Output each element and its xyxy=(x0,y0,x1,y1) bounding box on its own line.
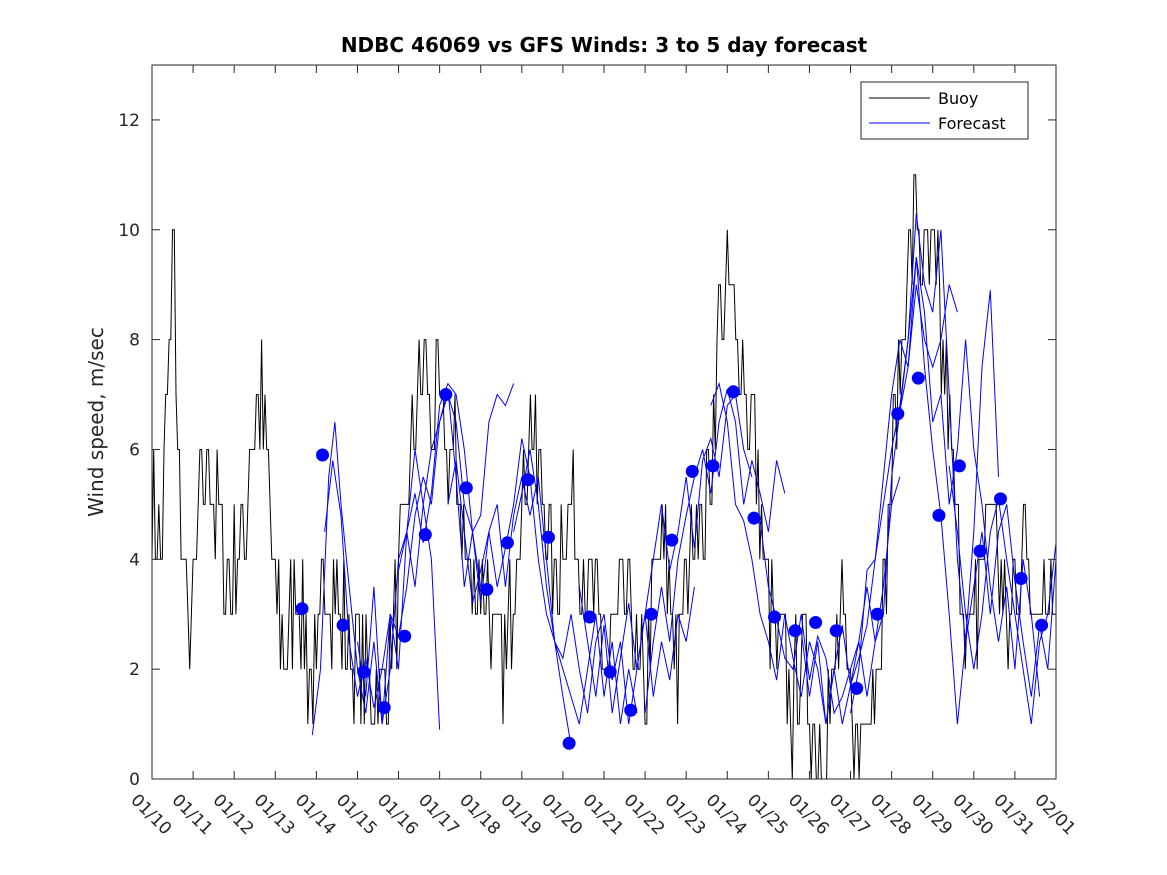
plot-area xyxy=(152,65,1056,779)
forecast-point xyxy=(418,528,432,542)
forecast-point xyxy=(542,530,555,544)
forecast-point xyxy=(747,511,761,525)
forecast-point xyxy=(829,624,843,638)
legend-box xyxy=(860,81,1029,140)
y-tick-label: 0 xyxy=(129,770,140,790)
y-axis-label: Wind speed, m/sec xyxy=(84,327,108,517)
forecast-series xyxy=(899,257,1056,725)
forecast-point xyxy=(973,544,987,558)
forecast-points-layer xyxy=(295,371,1049,750)
forecast-point xyxy=(603,665,617,679)
forecast-point xyxy=(891,407,905,421)
forecast-point xyxy=(911,371,925,385)
y-tick-label: 12 xyxy=(118,111,140,131)
forecast-point xyxy=(521,473,535,487)
forecast-point xyxy=(459,481,473,495)
forecast-point xyxy=(1014,572,1028,585)
forecast-point xyxy=(439,388,453,401)
forecast-point xyxy=(336,618,350,632)
legend-label-buoy: Buoy xyxy=(938,89,978,108)
forecast-series xyxy=(710,381,901,725)
forecast-series xyxy=(357,382,515,725)
y-tick-label: 4 xyxy=(129,550,140,570)
y-tick-label: 8 xyxy=(129,331,140,351)
forecast-point xyxy=(706,459,720,473)
chart-title: NDBC 46069 vs GFS Winds: 3 to 5 day fore… xyxy=(341,33,868,57)
forecast-point xyxy=(500,536,514,550)
forecast-point xyxy=(1035,618,1049,632)
forecast-series xyxy=(644,388,786,714)
forecast-series xyxy=(324,392,482,708)
legend: Buoy Forecast xyxy=(860,81,1029,140)
forecast-point xyxy=(398,629,412,643)
forecast-point xyxy=(316,448,329,462)
forecast-point xyxy=(685,464,699,478)
forecast-point xyxy=(850,681,864,695)
forecast-point xyxy=(295,602,309,616)
forecast-point xyxy=(994,492,1007,506)
forecast-point xyxy=(357,665,371,679)
forecast-series xyxy=(759,284,958,715)
y-tick-label: 10 xyxy=(118,221,140,241)
series-layer xyxy=(152,174,1056,779)
forecast-series xyxy=(850,257,1041,714)
legend-label-forecast: Forecast xyxy=(938,114,1006,133)
forecast-point xyxy=(644,607,658,621)
forecast-point xyxy=(562,736,576,750)
forecast-point xyxy=(809,616,823,629)
forecast-series xyxy=(311,421,441,736)
forecast-point xyxy=(870,607,884,621)
y-tick-label: 2 xyxy=(129,660,140,680)
forecast-point xyxy=(583,610,597,624)
y-tick-label: 6 xyxy=(129,440,140,460)
forecast-point xyxy=(726,385,740,399)
forecast-point xyxy=(952,459,966,473)
forecast-point xyxy=(377,701,391,715)
forecast-point xyxy=(480,583,494,596)
forecast-point xyxy=(624,703,638,717)
forecast-point xyxy=(788,624,802,638)
forecast-point xyxy=(768,610,781,624)
forecast-series xyxy=(447,438,638,725)
forecast-point xyxy=(665,533,679,547)
forecast-series xyxy=(398,388,572,747)
buoy-series xyxy=(152,174,1056,779)
forecast-point xyxy=(932,508,946,522)
forecast-series xyxy=(513,449,695,725)
forecast-series xyxy=(948,465,1056,725)
